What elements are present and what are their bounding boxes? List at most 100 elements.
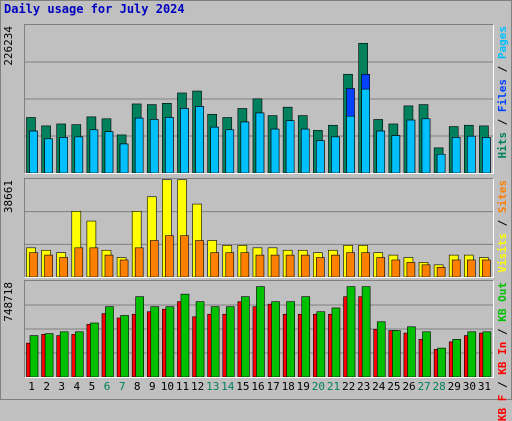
pages-bar: [451, 137, 461, 173]
sites-bar: [467, 259, 476, 277]
x-tick-label: 5: [88, 380, 96, 393]
kb-out-bar: [407, 326, 416, 377]
sites-bar: [44, 254, 53, 277]
y-max-label-hits: 226234: [2, 26, 15, 66]
sites-bar: [119, 259, 129, 277]
legend-hits-files-pages: Hits / Files / Pages: [496, 26, 509, 159]
kb-out-bar: [105, 306, 114, 377]
pages-bar: [285, 120, 295, 173]
pages-bar: [346, 115, 355, 173]
visits-sites-svg: [25, 179, 493, 277]
sites-bar: [316, 257, 325, 277]
kb-out-bar: [301, 296, 311, 377]
kb-out-bar: [225, 306, 235, 377]
x-tick-label: 26: [402, 380, 416, 393]
kb-out-bar: [437, 347, 446, 377]
legend-separator: /: [496, 321, 509, 342]
pages-bar: [316, 140, 325, 173]
sites-bar: [255, 254, 265, 277]
x-axis-day-labels: 1 2 3 4 5 6 7 8 9 10 11 12 13 14 15 16 17 18 19 20 21 22 23 24 2…: [24, 380, 492, 396]
pages-bar: [210, 126, 219, 173]
kb-out-bar: [286, 301, 295, 377]
x-tick-label: 19: [296, 380, 310, 393]
x-tick-label: 11: [175, 380, 190, 393]
kb-out-bar: [241, 296, 250, 377]
kb-out-bar: [135, 296, 144, 377]
kb-out-bar: [180, 293, 190, 377]
x-tick-label: 3: [58, 380, 66, 393]
pages-bar: [89, 129, 99, 173]
sites-bar: [225, 252, 235, 277]
sites-bar: [285, 254, 295, 277]
x-tick-label: 30: [462, 380, 476, 393]
kb-out-bar: [150, 306, 160, 377]
legend-visits-sites: Visits / Sites: [496, 180, 509, 273]
kb-out-bar: [376, 321, 386, 377]
kb-out-bar: [331, 307, 341, 377]
x-tick-label: 24: [372, 380, 386, 393]
sites-bar: [89, 247, 99, 277]
pages-bar: [165, 117, 174, 173]
legend-entry: KB In: [496, 341, 509, 375]
visits-sites-plot: [24, 178, 494, 278]
sites-bar: [451, 259, 461, 277]
sites-bar: [195, 240, 204, 277]
x-tick-label: 4: [73, 380, 81, 393]
pages-bar: [149, 119, 159, 173]
sites-bar: [180, 235, 189, 277]
sites-bar: [482, 259, 491, 277]
hits-files-pages-svg: [25, 42, 493, 173]
pages-bar: [104, 131, 114, 173]
sites-bar: [436, 266, 446, 277]
sites-bar: [134, 247, 144, 277]
kb-out-bar: [422, 331, 431, 377]
kb-out-bar: [74, 331, 84, 377]
x-tick-label: 23: [357, 380, 371, 393]
pages-bar: [270, 128, 280, 173]
x-tick-label: 25: [387, 380, 401, 393]
x-tick-label: 31: [477, 380, 492, 393]
kb-svg: [25, 286, 493, 377]
kb-out-bar: [210, 306, 220, 377]
chart-title: Daily usage for July 2024: [4, 2, 185, 16]
pages-bar: [255, 112, 265, 173]
x-tick-label: 1: [28, 380, 35, 393]
kb-out-bar: [256, 286, 265, 377]
kb-out-bar: [120, 315, 129, 377]
sites-bar: [406, 262, 416, 277]
sites-bar: [331, 254, 340, 277]
pages-bar: [119, 143, 129, 173]
kb-out-bar: [44, 333, 54, 377]
sites-bar: [361, 252, 370, 277]
visits-bar: [131, 211, 142, 277]
legend-entry: Files: [496, 79, 509, 113]
kb-out-bar: [195, 301, 205, 377]
kb-out-bar: [271, 301, 280, 377]
legend-entry: Hits: [496, 132, 509, 159]
pages-bar: [225, 129, 235, 173]
kb-out-bar: [346, 286, 356, 377]
kb-out-bar: [361, 286, 371, 377]
kb-out-bar: [29, 335, 39, 377]
x-tick-label: 18: [281, 380, 295, 393]
x-tick-label: 21: [326, 380, 341, 393]
x-tick-label: 6: [103, 380, 111, 393]
legend-entry: Pages: [496, 26, 509, 60]
kb-out-bar: [316, 311, 326, 377]
pages-bar: [180, 108, 189, 173]
kb-plot: [24, 280, 494, 378]
x-tick-label: 8: [133, 380, 141, 393]
sites-bar: [300, 254, 310, 277]
pages-bar: [29, 130, 38, 173]
kb-out-bar: [482, 331, 492, 377]
x-tick-label: 7: [118, 380, 126, 393]
x-tick-label: 10: [160, 380, 175, 393]
pages-bar: [331, 136, 340, 173]
visits-bar: [71, 211, 82, 277]
x-tick-label: 22: [341, 380, 356, 393]
pages-bar: [59, 137, 68, 173]
kb-out-bar: [165, 306, 175, 377]
legend-entry: KB Out: [496, 282, 509, 322]
legend-separator: /: [496, 374, 509, 395]
pages-bar: [482, 137, 491, 173]
